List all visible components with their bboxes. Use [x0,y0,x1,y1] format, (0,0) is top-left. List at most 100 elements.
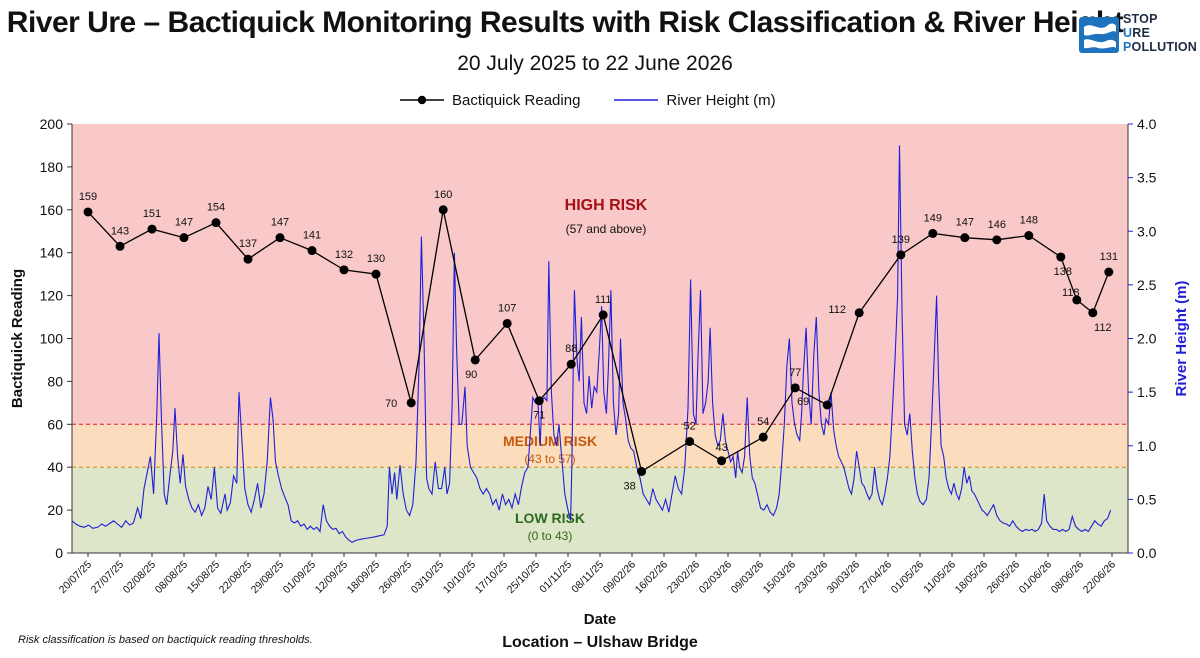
bactiquick-point [470,355,480,365]
bactiquick-data-label: 112 [1094,322,1112,334]
bactiquick-point [179,233,189,243]
bactiquick-data-label: 71 [533,410,545,422]
river-height-line [71,145,1112,543]
legend-item-bactiquick: Bactiquick Reading [400,92,580,109]
risk-band-range: (43 to 57) [524,452,575,466]
bactiquick-point [243,254,253,264]
legend-item-river-height: River Height (m) [614,92,776,109]
bactiquick-data-label: 154 [207,202,225,214]
x-tick-label: 10/10/25 [441,559,478,596]
risk-band-high-risk [72,124,1128,425]
bactiquick-data-label: 69 [797,396,809,408]
x-tick-label: 29/08/25 [249,559,286,596]
bactiquick-point [685,436,695,446]
x-tick-label: 03/10/25 [409,559,446,596]
bactiquick-data-label: 131 [1100,251,1118,263]
bactiquick-data-label: 139 [892,234,910,246]
legend-label-bactiquick: Bactiquick Reading [452,91,581,109]
location-label: Location – Ulshaw Bridge [502,634,698,651]
bactiquick-data-label: 111 [595,294,612,306]
bactiquick-point [758,432,768,442]
y2-tick-label: 2.0 [1137,331,1157,347]
bactiquick-point [147,224,157,234]
x-tick-label: 23/02/26 [665,559,702,596]
bactiquick-point [896,250,906,260]
bactiquick-data-label: 149 [924,212,942,224]
bactiquick-point [371,269,381,279]
bactiquick-data-label: 159 [79,191,97,203]
bactiquick-data-label: 137 [239,238,257,250]
logo-line-2: URE [1123,26,1197,40]
risk-band-title: MEDIUM RISK [503,433,597,449]
bactiquick-data-label: 130 [367,253,385,265]
bactiquick-data-label: 90 [465,369,477,381]
bactiquick-data-label: 88 [565,343,577,355]
y-tick-label: 60 [47,416,63,432]
x-tick-label: 12/09/25 [313,559,350,596]
x-tick-label: 22/08/25 [217,559,254,596]
y-tick-label: 200 [40,116,64,132]
bactiquick-data-label: 132 [335,249,353,261]
x-tick-label: 16/02/26 [633,559,670,596]
logo-line-2-initial: U [1123,26,1133,40]
risk-band-title: HIGH RISK [565,197,648,214]
bactiquick-data-label: 138 [1054,266,1072,278]
bactiquick-data-label: 52 [683,420,695,432]
logo-line-1: STOP [1123,12,1158,26]
bactiquick-data-label: 148 [1020,215,1038,227]
bactiquick-data-label: 118 [1062,287,1080,299]
risk-band-title: LOW RISK [515,510,585,526]
y2-tick-label: 3.0 [1137,223,1157,239]
bactiquick-point [83,207,93,217]
bactiquick-point [637,466,647,476]
x-tick-label: 09/03/26 [729,559,766,596]
bactiquick-point [790,383,800,393]
bactiquick-point [275,233,285,243]
bactiquick-point [502,318,512,328]
x-axis-title: Date [584,611,617,628]
bactiquick-point [406,398,416,408]
bactiquick-point [438,205,448,215]
x-tick-label: 27/07/25 [89,559,126,596]
x-tick-label: 18/09/25 [345,559,382,596]
bactiquick-data-label: 112 [828,304,846,316]
bactiquick-data-label: 143 [111,225,129,237]
y2-tick-label: 2.5 [1137,277,1157,293]
bactiquick-point [1024,231,1034,241]
legend-swatch-line-dot-icon [400,95,444,105]
x-tick-label: 15/03/26 [761,559,798,596]
chart-subtitle: 20 July 2025 to 22 June 2026 [457,52,733,75]
y-tick-label: 80 [47,373,63,389]
x-tick-label: 20/07/25 [57,559,94,596]
y2-axis-title: River Height (m) [1173,281,1190,397]
bactiquick-point [717,456,727,466]
x-tick-label: 15/08/25 [185,559,222,596]
bactiquick-data-label: 43 [715,442,727,454]
bactiquick-data-label: 151 [143,208,161,220]
bactiquick-point [307,246,317,256]
y-tick-label: 120 [40,288,64,304]
bactiquick-data-label: 147 [956,217,974,229]
logo-text: STOP URE POLLUTION [1123,12,1197,54]
y-tick-label: 100 [40,331,64,347]
x-tick-label: 30/03/26 [825,559,862,596]
stop-ure-pollution-logo: STOP URE POLLUTION [1078,12,1200,58]
x-tick-label: 27/04/26 [857,559,894,596]
bactiquick-point [960,233,970,243]
logo-line-3: POLLUTION [1123,40,1197,54]
y-tick-label: 40 [47,459,63,475]
bactiquick-point [566,359,576,369]
x-tick-label: 08/06/26 [1049,559,1086,596]
x-tick-label: 25/10/25 [505,559,542,596]
y2-tick-label: 0.5 [1137,491,1157,507]
bactiquick-point [339,265,349,275]
risk-band-range: (0 to 43) [528,529,573,543]
logo-line-3-rest: OLLUTION [1131,40,1198,54]
x-tick-label: 18/05/26 [953,559,990,596]
risk-band-low-risk [72,467,1128,553]
legend-swatch-line-icon [614,99,659,101]
y2-tick-label: 4.0 [1137,116,1157,132]
x-tick-label: 02/08/25 [121,559,158,596]
logo-line-3-initial: P [1123,40,1132,54]
bactiquick-point [1104,267,1114,277]
